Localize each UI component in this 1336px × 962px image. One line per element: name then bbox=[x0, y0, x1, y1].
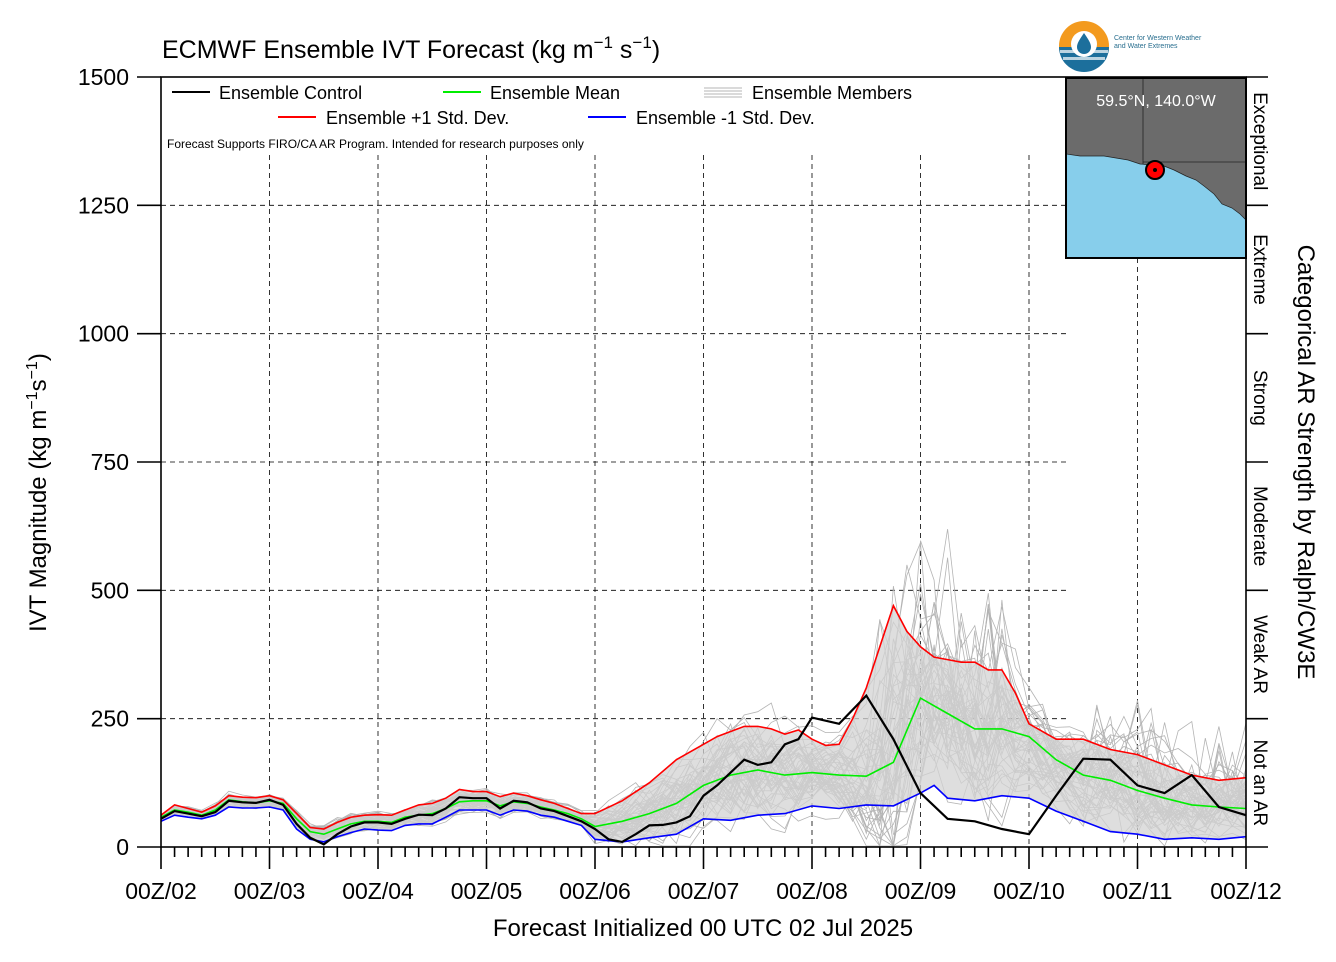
category-label: Exceptional bbox=[1249, 92, 1270, 190]
x-tick-label: 00Z/06 bbox=[559, 878, 631, 904]
category-label: Moderate bbox=[1249, 486, 1270, 566]
legend-label-control: Ensemble Control bbox=[219, 83, 362, 103]
ylabel-sup2: −1 bbox=[24, 361, 41, 379]
legend-label-mean: Ensemble Mean bbox=[490, 83, 620, 103]
series-line-plus bbox=[160, 603, 1247, 830]
legend-swatch-members bbox=[704, 87, 742, 98]
title-main: ECMWF Ensemble IVT Forecast (kg m bbox=[162, 36, 594, 64]
y-tick-label: 0 bbox=[116, 834, 129, 860]
x-tick-label: 00Z/09 bbox=[885, 878, 957, 904]
spread-band bbox=[161, 605, 1246, 842]
logo-text-line2: and Water Extremes bbox=[1114, 43, 1178, 50]
ylabel-sup1: −1 bbox=[24, 391, 41, 409]
x-tick-label: 00Z/10 bbox=[993, 878, 1065, 904]
x-tick-label: 00Z/04 bbox=[342, 878, 414, 904]
axis-layer: 0 250 500 750 1000 1250 1500 00Z/02 00Z/03 00Z/04… bbox=[78, 64, 1282, 904]
chart-title: ECMWF Ensemble IVT Forecast (kg m−1 s−1) bbox=[162, 33, 660, 64]
category-label: Strong bbox=[1249, 370, 1270, 426]
disclaimer: Forecast Supports FIRO/CA AR Program. In… bbox=[167, 137, 584, 151]
cw3e-logo: Center for Western Weather and Water Ext… bbox=[1058, 20, 1258, 72]
inset-map: 59.5°N, 140.0°W bbox=[1065, 77, 1247, 259]
inset-land bbox=[1065, 77, 1247, 221]
x-tick-label: 00Z/03 bbox=[234, 878, 306, 904]
title-end: ) bbox=[652, 36, 660, 64]
y-axis-label: IVT Magnitude (kg m−1s−1) bbox=[24, 353, 52, 632]
logo-text-line1: Center for Western Weather bbox=[1114, 35, 1202, 42]
spread-band-layer bbox=[161, 605, 1246, 842]
series-line-mean bbox=[160, 696, 1247, 836]
y-tick-label: 1500 bbox=[78, 64, 129, 90]
category-label: Not an AR bbox=[1249, 739, 1270, 826]
x-axis-label: Forecast Initialized 00 UTC 02 Jul 2025 bbox=[493, 915, 913, 942]
legend: Ensemble Control Ensemble Mean Ensemble … bbox=[172, 83, 912, 128]
title-mid: s bbox=[613, 36, 632, 64]
y-tick-label: 1250 bbox=[78, 192, 129, 218]
y-tick-label: 500 bbox=[91, 577, 129, 603]
right-axis-label: Categorical AR Strength by Ralph/CW3E bbox=[1292, 245, 1319, 680]
x-tick-label: 00Z/08 bbox=[776, 878, 848, 904]
location-marker-dot bbox=[1153, 168, 1157, 172]
legend-label-plus: Ensemble +1 Std. Dev. bbox=[326, 108, 509, 128]
category-label: Weak AR bbox=[1249, 615, 1270, 694]
ylabel-end: ) bbox=[25, 353, 52, 361]
x-tick-label: 00Z/02 bbox=[125, 878, 197, 904]
legend-label-members: Ensemble Members bbox=[752, 83, 912, 103]
title-sup1: −1 bbox=[594, 33, 613, 52]
logo-text: Center for Western Weather and Water Ext… bbox=[1114, 35, 1254, 51]
series-layer bbox=[160, 603, 1247, 846]
legend-label-minus: Ensemble -1 Std. Dev. bbox=[636, 108, 815, 128]
x-tick-label: 00Z/07 bbox=[668, 878, 740, 904]
cw3e-logo-icon bbox=[1059, 21, 1109, 72]
x-tick-label: 00Z/12 bbox=[1210, 878, 1282, 904]
x-tick-label: 00Z/05 bbox=[451, 878, 523, 904]
y-tick-label: 250 bbox=[91, 706, 129, 732]
title-sup2: −1 bbox=[632, 33, 651, 52]
y-tick-label: 1000 bbox=[78, 321, 129, 347]
series-line-minus bbox=[160, 784, 1247, 843]
ylabel-mid: s bbox=[25, 379, 52, 391]
category-label: Extreme bbox=[1249, 234, 1270, 305]
inset-location: 59.5°N, 140.0°W bbox=[1096, 93, 1216, 110]
series-line-control bbox=[160, 693, 1247, 846]
y-tick-label: 750 bbox=[91, 449, 129, 475]
ylabel-main: IVT Magnitude (kg m bbox=[25, 410, 52, 632]
x-tick-label: 00Z/11 bbox=[1103, 878, 1173, 904]
inset-frame bbox=[1065, 77, 1247, 259]
